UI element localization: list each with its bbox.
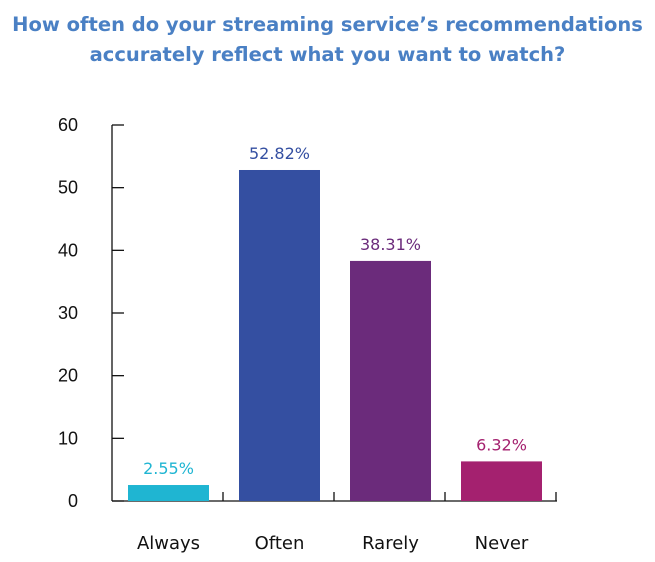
y-tick-label: 40 <box>58 240 78 260</box>
data-label: 52.82% <box>249 144 310 163</box>
bar-often <box>239 169 320 501</box>
y-tick-label: 20 <box>58 366 78 386</box>
y-tick-label: 0 <box>68 491 78 511</box>
chart-title: How often do your streaming service’s re… <box>0 10 655 70</box>
x-tick-label: Rarely <box>362 533 419 554</box>
data-label: 38.31% <box>360 235 421 254</box>
y-tick-label: 30 <box>58 303 78 323</box>
x-tick-label: Often <box>255 533 305 554</box>
bar-never <box>461 461 542 501</box>
y-tick-label: 10 <box>58 428 78 448</box>
chart-title-line-2: accurately reflect what you want to watc… <box>89 43 566 66</box>
bar-always <box>128 485 209 501</box>
data-label: 6.32% <box>476 435 527 454</box>
x-tick-label: Always <box>137 533 200 554</box>
data-label: 2.55% <box>143 459 194 478</box>
chart-title-line-1: How often do your streaming service’s re… <box>12 13 643 36</box>
y-tick-label: 60 <box>58 115 78 135</box>
y-tick-label: 50 <box>58 178 78 198</box>
bar-rarely <box>350 260 431 501</box>
x-tick-label: Never <box>475 533 529 554</box>
